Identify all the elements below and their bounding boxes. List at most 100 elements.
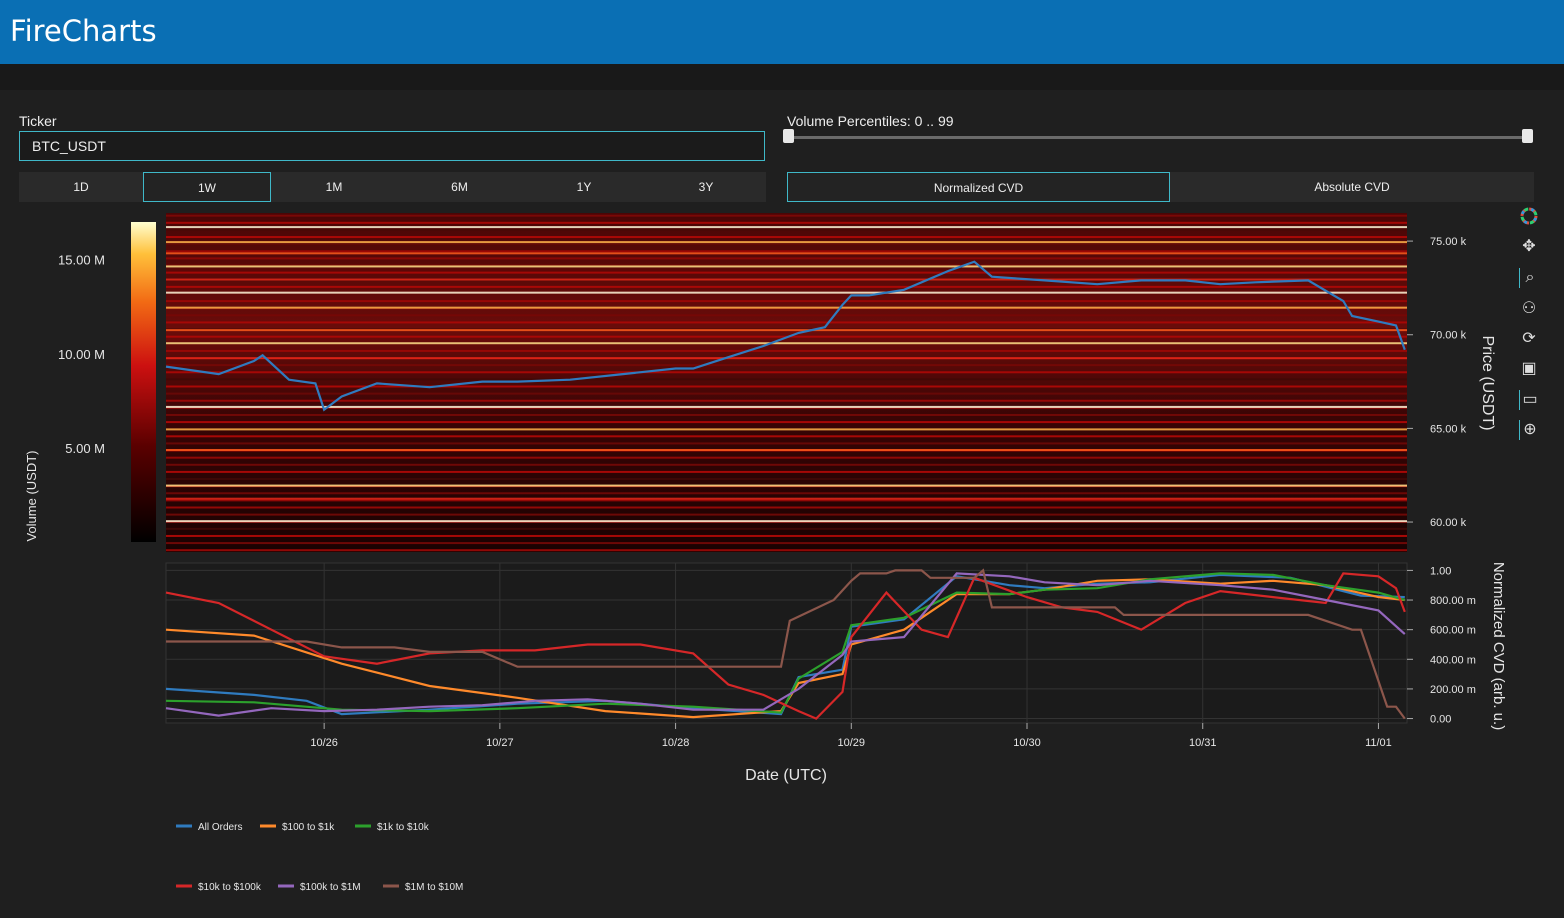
- absolute-cvd-button[interactable]: Absolute CVD: [1170, 172, 1534, 202]
- legend-item-label[interactable]: $1M to $10M: [405, 882, 463, 893]
- heatmap-liquidity-level: [166, 405, 1407, 408]
- heatmap-band: [166, 463, 1407, 466]
- heatmap-liquidity-level: [166, 306, 1407, 309]
- heatmap-background: [166, 213, 1407, 552]
- heatmap-band: [166, 385, 1407, 388]
- pan-icon[interactable]: ✥: [1522, 238, 1536, 255]
- heatmap-band: [166, 371, 1407, 374]
- heatmap-band: [166, 314, 1407, 317]
- timeframe-button-1m[interactable]: 1M: [271, 172, 397, 202]
- heatmap-band: [166, 428, 1407, 431]
- cvd-series-line: [165, 578, 1405, 719]
- percentile-slider[interactable]: [788, 136, 1528, 139]
- cvd-tick-label: 400.00 m: [1430, 654, 1476, 666]
- heatmap-band: [166, 399, 1407, 402]
- heatmap-band: [166, 257, 1407, 260]
- timeframe-button-6m[interactable]: 6M: [397, 172, 522, 202]
- heatmap-band: [166, 307, 1407, 310]
- cvd-series-line: [166, 568, 1406, 720]
- colorbar: [131, 222, 156, 542]
- crosshair-icon[interactable]: ⊕: [1519, 420, 1540, 440]
- cvd-series-line: [165, 572, 1406, 717]
- date-tick-label: 10/27: [486, 737, 514, 749]
- heatmap-band: [166, 328, 1407, 331]
- x-axis-title: Date (UTC): [745, 767, 827, 784]
- heatmap-liquidity-level: [166, 497, 1407, 500]
- heatmap-band: [166, 413, 1407, 416]
- heatmap-liquidity-level: [166, 484, 1407, 487]
- date-tick-label: 10/28: [662, 737, 690, 749]
- heatmap-liquidity-level: [166, 428, 1407, 431]
- timeframe-button-1d[interactable]: 1D: [19, 172, 143, 202]
- cvd-series-line: [165, 572, 1406, 714]
- cvd-tick-label: 800.00 m: [1430, 595, 1476, 607]
- heatmap-band: [166, 470, 1407, 473]
- slider-handle-min[interactable]: [783, 129, 794, 143]
- heatmap-band: [166, 335, 1407, 338]
- heatmap-band: [166, 342, 1407, 345]
- heatmap-band: [166, 278, 1407, 281]
- heatmap-band: [166, 236, 1407, 239]
- heatmap-band: [166, 300, 1407, 303]
- heatmap-band: [166, 499, 1407, 502]
- color-wheel-icon[interactable]: [1519, 207, 1539, 227]
- colorbar-tick-label: 10.00 M: [58, 347, 105, 362]
- date-tick-label: 10/31: [1189, 737, 1217, 749]
- heatmap-band: [166, 285, 1407, 288]
- heatmap-band: [166, 357, 1407, 360]
- reset-icon[interactable]: ⟳: [1522, 330, 1536, 347]
- heatmap-band: [166, 406, 1407, 409]
- slider-handle-max[interactable]: [1522, 129, 1533, 143]
- heatmap-band: [166, 292, 1407, 295]
- timeframe-button-1w[interactable]: 1W: [143, 172, 271, 202]
- heatmap-band: [166, 478, 1407, 481]
- cvd-series-line: [165, 573, 1405, 716]
- legend-item-label[interactable]: $10k to $100k: [198, 882, 262, 893]
- heatmap-liquidity-level: [166, 342, 1407, 345]
- price-tick-label: 65.00 k: [1430, 423, 1467, 435]
- ticker-input[interactable]: BTC_USDT: [19, 131, 765, 161]
- heatmap-band: [166, 349, 1407, 352]
- ticker-label: Ticker: [19, 113, 57, 129]
- cvd-tick-label: 0.00: [1430, 714, 1451, 726]
- legend-item-label[interactable]: $100 to $1k: [282, 822, 335, 833]
- heatmap-band: [166, 243, 1407, 246]
- legend-item-label[interactable]: $1k to $10k: [377, 822, 430, 833]
- heatmap-liquidity-level: [166, 520, 1407, 523]
- colorbar-tick-label: 15.00 M: [58, 253, 105, 268]
- cvd-plot-background: [165, 562, 1408, 724]
- legend-item-label[interactable]: $100k to $1M: [300, 882, 361, 893]
- cvd-series-line: [165, 572, 1406, 720]
- heatmap-liquidity-level: [166, 265, 1407, 268]
- heatmap-y-axis-title: Price (USDT): [1479, 335, 1496, 430]
- heatmap-band: [166, 513, 1407, 516]
- zoom-icon[interactable]: ⌕: [1519, 268, 1540, 288]
- app-header: FireCharts: [0, 0, 1564, 64]
- compare-icon[interactable]: ⚇: [1521, 300, 1537, 317]
- heatmap-band: [166, 506, 1407, 509]
- legend-item-label[interactable]: All Orders: [198, 822, 242, 833]
- heatmap-liquidity-level: [166, 241, 1407, 244]
- hover-icon[interactable]: ▭: [1519, 390, 1540, 410]
- heatmap-band: [166, 378, 1407, 381]
- cvd-tick-label: 200.00 m: [1430, 684, 1476, 696]
- colorbar-title: Volume (USDT): [24, 450, 39, 541]
- heatmap-band: [166, 485, 1407, 488]
- save-icon[interactable]: ▣: [1521, 360, 1537, 377]
- sub-bar: [0, 64, 1564, 90]
- heatmap-band: [166, 250, 1407, 253]
- heatmap-band: [166, 456, 1407, 459]
- normalized-cvd-button[interactable]: Normalized CVD: [787, 172, 1170, 202]
- heatmap-liquidity-level: [166, 329, 1407, 332]
- timeframe-button-3y[interactable]: 3Y: [646, 172, 766, 202]
- timeframe-button-1y[interactable]: 1Y: [522, 172, 646, 202]
- heatmap-band: [166, 542, 1407, 545]
- cvd-y-axis-title: Normalized CVD (arb. u.): [1490, 562, 1507, 730]
- heatmap-band: [166, 228, 1407, 231]
- heatmap-liquidity-level: [166, 278, 1407, 281]
- heatmap-band: [166, 364, 1407, 367]
- date-tick-label: 11/01: [1365, 737, 1392, 749]
- heatmap-liquidity-level: [166, 252, 1407, 255]
- colorbar-tick-label: 5.00 M: [65, 441, 105, 456]
- cvd-tick-label: 1.00: [1430, 565, 1451, 577]
